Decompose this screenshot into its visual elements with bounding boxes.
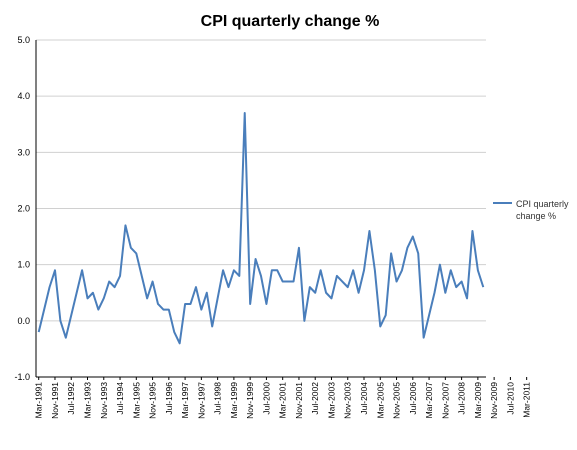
y-tick-label: 3.0: [17, 147, 30, 157]
legend-label-line-1: CPI quarterly: [516, 199, 569, 209]
x-tick-label: Mar-2001: [278, 382, 288, 419]
x-tick-label: Mar-1999: [229, 382, 239, 419]
y-tick-labels: -1.0 0.0 1.0 2.0 3.0 4.0 5.0: [14, 35, 30, 382]
x-tick-label: Nov-1995: [148, 382, 158, 419]
x-tick-label: Jul-1994: [115, 382, 125, 415]
x-tick-label: Jul-2010: [505, 382, 515, 415]
x-tick-label: Mar-2003: [326, 382, 336, 419]
x-tick-label: Mar-1991: [34, 382, 44, 419]
x-tick-label: Mar-1997: [180, 382, 190, 419]
y-tick-label: 4.0: [17, 91, 30, 101]
axes: [35, 40, 486, 378]
x-tick-label: Mar-2005: [375, 382, 385, 419]
series-line-cpi-quarterly-change: [37, 112, 485, 345]
x-tick-label: Jul-1992: [66, 382, 76, 415]
x-tick-label: Nov-2009: [489, 382, 499, 419]
legend-label: CPI quarterly change %: [516, 199, 571, 221]
x-tick-label: Jul-2002: [310, 382, 320, 415]
x-tick-label: Nov-2005: [392, 382, 402, 419]
x-tick-label: Jul-2004: [359, 382, 369, 415]
y-tick-label: 1.0: [17, 260, 30, 270]
legend: CPI quarterly change %: [493, 199, 571, 221]
x-tick-label: Nov-2007: [440, 382, 450, 419]
x-tick-label: Nov-1993: [99, 382, 109, 419]
x-tick-label: Mar-2009: [473, 382, 483, 419]
x-tick-label: Jul-1998: [213, 382, 223, 415]
y-tick-label: 0.0: [17, 316, 30, 326]
x-tick-label: Nov-2003: [343, 382, 353, 419]
x-tick-label: Jul-2000: [261, 382, 271, 415]
x-tick-label: Mar-1993: [83, 382, 93, 419]
x-tick-label: Nov-2001: [294, 382, 304, 419]
x-tick-label: Mar-2011: [522, 382, 532, 418]
x-tick-label: Jul-2008: [457, 382, 467, 415]
y-tick-label: 5.0: [17, 35, 30, 45]
gridlines: [36, 39, 486, 322]
x-tick-label: Nov-1999: [245, 382, 255, 419]
chart-title: CPI quarterly change %: [201, 13, 380, 30]
x-tick-label: Nov-1997: [196, 382, 206, 419]
y-tick-label: -1.0: [14, 372, 30, 382]
x-tick-labels: Mar-1991 Nov-1991 Jul-1992 Mar-1993 Nov-1993…: [34, 377, 532, 419]
x-tick-label: Mar-2007: [424, 382, 434, 419]
x-tick-label: Nov-1991: [50, 382, 60, 419]
x-tick-label: Mar-1995: [131, 382, 141, 419]
y-tick-label: 2.0: [17, 204, 30, 214]
x-tick-label: Jul-2006: [408, 382, 418, 415]
plot-area: [37, 112, 485, 345]
legend-label-line-2: change %: [516, 211, 556, 221]
x-tick-label: Jul-1996: [164, 382, 174, 415]
